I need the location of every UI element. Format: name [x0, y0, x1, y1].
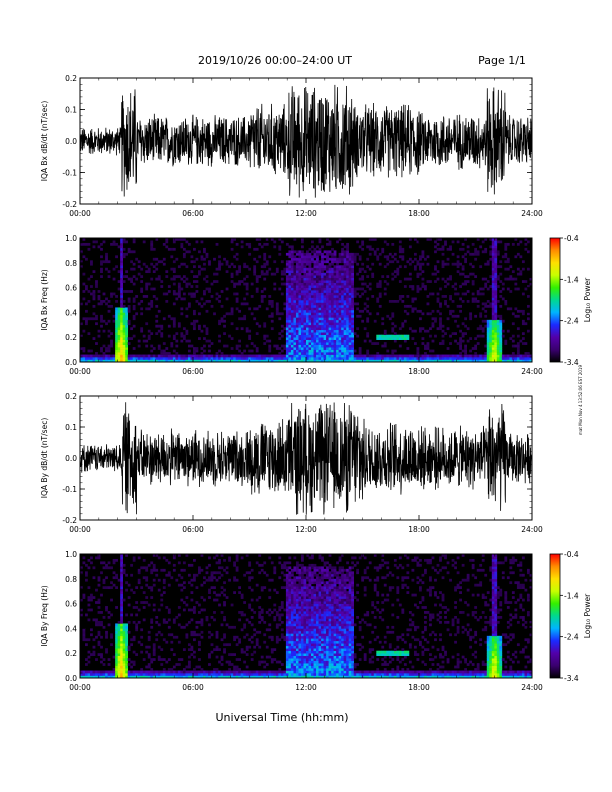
y-tick-label: 0.1: [65, 423, 77, 432]
y-tick-label: 0.4: [65, 624, 77, 633]
x-tick-label: 00:00: [69, 525, 91, 534]
x-tick-label: 24:00: [521, 683, 543, 692]
waveform-trace: [80, 84, 532, 198]
x-tick-label: 12:00: [295, 367, 317, 376]
x-tick-label: 12:00: [295, 683, 317, 692]
y-tick-label: 1.0: [65, 234, 77, 243]
x-tick-label: 18:00: [408, 367, 430, 376]
colorbar-tick-label: -2.4: [564, 633, 579, 642]
page-indicator: Page 1/1: [478, 54, 526, 67]
y-tick-label: 0.8: [65, 575, 77, 584]
x-tick-label: 24:00: [521, 209, 543, 218]
x-tick-label: 12:00: [295, 209, 317, 218]
colorbar-tick-label: -3.4: [564, 358, 579, 367]
x-tick-label: 06:00: [182, 525, 204, 534]
y-tick-label: 0.2: [65, 649, 77, 658]
figure-title: 2019/10/26 00:00–24:00 UT: [198, 54, 352, 67]
panel-4: -3.4 -2.4 -1.4 -0.4 Log₁₀ Power 0.0 0.2 0.4 0.6 0…: [40, 550, 592, 692]
y-tick-label: 0.2: [65, 392, 77, 401]
y-tick-label: 0.1: [65, 106, 77, 115]
y-tick-label: 0.2: [65, 74, 77, 83]
x-tick-label: 06:00: [182, 683, 204, 692]
y-tick-label: 0.0: [65, 358, 77, 367]
waveform-trace: [80, 402, 532, 515]
y-tick-label: 1.0: [65, 550, 77, 559]
x-tick-label: 12:00: [295, 525, 317, 534]
x-tick-label: 00:00: [69, 367, 91, 376]
y-tick-label: 0.8: [65, 259, 77, 268]
side-note: mat Mon Nov 4 13:52:06 EST 2019: [578, 365, 583, 435]
colorbar-tick-label: -1.4: [564, 591, 579, 600]
colorbar: [549, 553, 561, 679]
y-tick-label: 0.0: [65, 454, 77, 463]
x-tick-label: 06:00: [182, 209, 204, 218]
panel-3: -0.2 -0.1 0.0 0.1 0.2 00:00 06:00 12:00 18:00 24:…: [40, 392, 543, 534]
colorbar-label: Log₁₀ Power: [583, 593, 592, 638]
y-tick-label: 0.6: [65, 600, 77, 609]
spectrogram-cells: [80, 554, 532, 678]
y-axis-label: IQA By Freq (Hz): [40, 585, 49, 647]
y-tick-label: 0.0: [65, 674, 77, 683]
colorbar-tick-label: -3.4: [564, 674, 579, 683]
colorbar-tick-label: -1.4: [564, 275, 579, 284]
colorbar-tick-label: -0.4: [564, 234, 579, 243]
panel-2: -3.4 -2.4 -1.4 -0.4 Log₁₀ Power 0.0 0.2 0.4 0.6 0…: [40, 234, 592, 376]
x-tick-label: 18:00: [408, 209, 430, 218]
x-tick-label: 24:00: [521, 367, 543, 376]
y-tick-label: -0.1: [62, 169, 77, 178]
panel-1: -0.2 -0.1 0.0 0.1 0.2 00:00 06:00 12:00 18:00 24:…: [40, 74, 543, 218]
y-tick-label: -0.2: [62, 516, 77, 525]
y-tick-label: 0.6: [65, 284, 77, 293]
colorbar-tick-label: -2.4: [564, 317, 579, 326]
x-tick-label: 00:00: [69, 209, 91, 218]
x-tick-label: 18:00: [408, 683, 430, 692]
y-axis-label: IQA Bx dB/dt (nT/sec): [40, 101, 49, 182]
x-axis-label: Universal Time (hh:mm): [216, 711, 349, 724]
colorbar-tick-label: -0.4: [564, 550, 579, 559]
x-tick-label: 18:00: [408, 525, 430, 534]
y-tick-label: 0.0: [65, 137, 77, 146]
y-tick-label: 0.4: [65, 308, 77, 317]
y-tick-label: 0.2: [65, 333, 77, 342]
y-tick-label: -0.2: [62, 200, 77, 209]
y-axis-label: IQA Bx Freq (Hz): [40, 269, 49, 331]
colorbar-label: Log₁₀ Power: [583, 277, 592, 322]
colorbar: [549, 237, 561, 363]
y-axis-label: IQA By dB/dt (nT/sec): [40, 418, 49, 499]
x-tick-label: 24:00: [521, 525, 543, 534]
x-tick-label: 06:00: [182, 367, 204, 376]
panels: -0.2 -0.1 0.0 0.1 0.2 00:00 06:00 12:00 18:00 24:…: [40, 74, 592, 692]
y-tick-label: -0.1: [62, 485, 77, 494]
x-tick-label: 00:00: [69, 683, 91, 692]
spectrogram-cells: [80, 238, 532, 362]
